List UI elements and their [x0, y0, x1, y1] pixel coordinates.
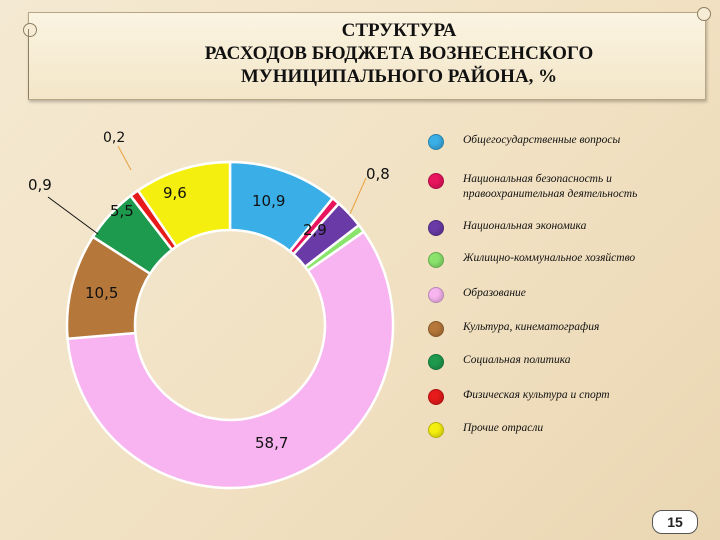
legend-label: Образование — [463, 287, 526, 299]
legend-label: Национальная безопасность и правоохранит… — [463, 173, 638, 200]
legend-swatch — [428, 173, 444, 189]
label-sport: 0,9 — [28, 176, 52, 194]
legend-swatch — [428, 252, 444, 268]
scroll-curl-right — [697, 7, 711, 21]
legend-label: Культура, кинематография — [463, 321, 600, 333]
slice-education — [66, 230, 395, 490]
leader-line-0-2 — [117, 145, 132, 171]
legend-label: Физическая культура и спорт — [463, 389, 610, 401]
title-line-3: МУНИЦИПАЛЬНОГО РАЙОНА, % — [240, 66, 558, 87]
label-culture: 10,5 — [85, 284, 118, 302]
legend-swatch — [428, 321, 444, 337]
title-line-2: РАСХОДОВ БЮДЖЕТА ВОЗНЕСЕНСКОГО — [204, 43, 594, 64]
legend-swatch — [428, 220, 444, 236]
leader-line-0-9 — [47, 196, 99, 235]
slice-other — [136, 160, 232, 249]
scroll-rod — [28, 29, 35, 99]
legend-swatch — [428, 134, 444, 150]
chart-title: СТРУКТУРА РАСХОДОВ БЮДЖЕТА ВОЗНЕСЕНСКОГО… — [139, 19, 659, 88]
legend-swatch — [428, 422, 444, 438]
title-line-1: СТРУКТУРА — [341, 20, 457, 41]
legend-swatch — [428, 389, 444, 405]
legend-swatch — [428, 354, 444, 370]
label-general: 10,9 — [252, 192, 285, 210]
label-security: 0,8 — [366, 165, 390, 183]
legend-label: Национальная экономика — [463, 220, 587, 232]
leader-lines — [47, 145, 367, 235]
label-social: 5,5 — [110, 202, 134, 220]
data-labels: 10,9 0,8 2,9 58,7 10,5 5,5 0,9 9,6 0,2 — [28, 130, 390, 452]
legend-swatch — [428, 287, 444, 303]
title-banner: СТРУКТУРА РАСХОДОВ БЮДЖЕТА ВОЗНЕСЕНСКОГО… — [23, 7, 711, 100]
label-education: 58,7 — [255, 434, 288, 452]
scroll-curl-left — [23, 23, 37, 37]
label-economy: 2,9 — [303, 221, 327, 239]
legend-label: Социальная политика — [463, 354, 571, 366]
legend-label: Прочие отрасли — [463, 422, 544, 434]
leader-line-0-8 — [349, 177, 367, 215]
donut-slices — [65, 160, 395, 490]
legend-label: Общегосударственные вопросы — [463, 134, 621, 146]
label-small-0-2: 0,2 — [103, 130, 125, 146]
label-other: 9,6 — [163, 184, 187, 202]
legend-label: Жилищно-коммунальное хозяйство — [463, 252, 636, 264]
page-number: 15 — [652, 510, 698, 534]
